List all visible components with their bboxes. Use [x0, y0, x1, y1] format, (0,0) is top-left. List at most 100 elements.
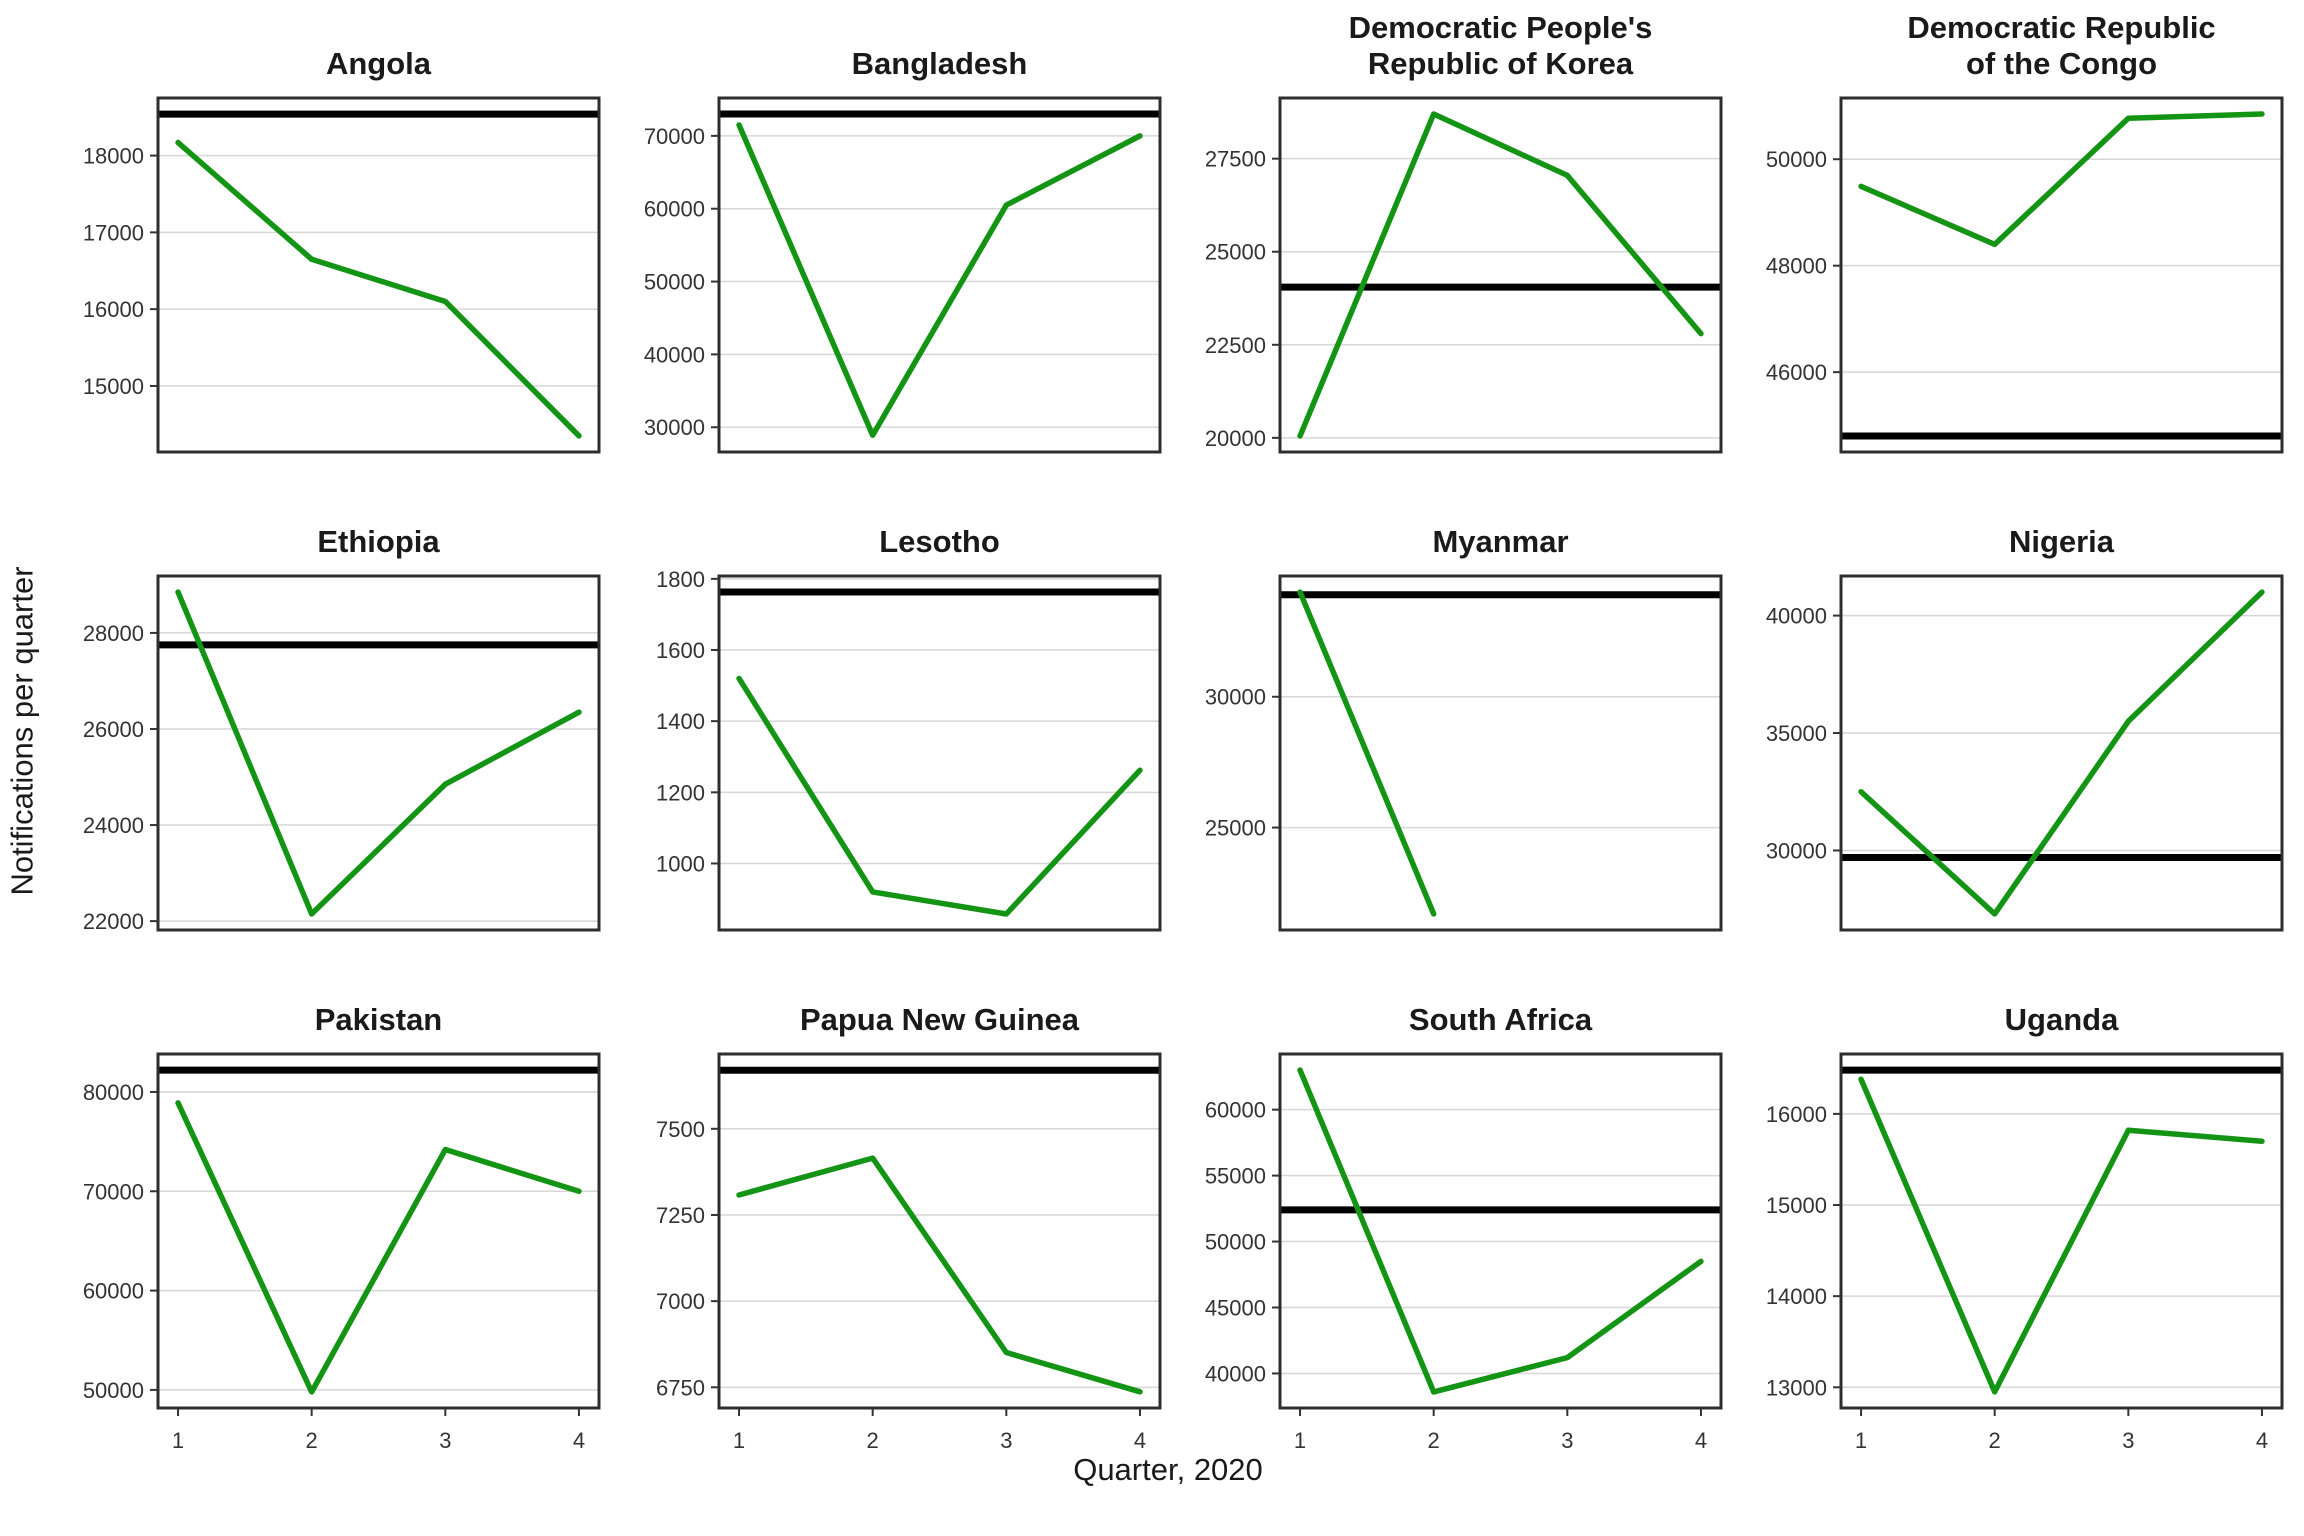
- facet-plot: 30000 40000 50000 60000 70000: [644, 96, 1162, 454]
- y-tick-label: 18000: [83, 144, 144, 169]
- x-tick-label: 1: [1855, 1428, 1867, 1448]
- x-tick-label: 3: [439, 1428, 451, 1448]
- y-tick-label: 24000: [83, 813, 144, 838]
- facet-plot: 13000 14000 15000 16000 1 2 3 4: [1766, 1052, 2284, 1448]
- y-tick-label: 6750: [656, 1375, 705, 1400]
- x-tick-label: 2: [867, 1428, 879, 1448]
- x-tick-label: 2: [1428, 1428, 1440, 1448]
- y-tick-label: 26000: [83, 717, 144, 742]
- facet-title: Angola: [325, 46, 432, 81]
- notifications-line: [175, 589, 582, 917]
- y-tick-label: 7000: [656, 1289, 705, 1314]
- facet-plot: 50000 60000 70000 80000 1 2 3 4: [83, 1052, 601, 1448]
- y-tick-label: 40000: [1766, 604, 1827, 629]
- facet-plot: 40000 45000 50000 55000 60000 1 2 3 4: [1205, 1052, 1723, 1448]
- facet-plot: 46000 48000 50000: [1766, 96, 2284, 454]
- panel-border: [717, 574, 1162, 932]
- notifications-line: [736, 675, 1143, 917]
- facet-panel: Pakistan 50000 60000 70000 80000 1 2 3 4: [46, 970, 607, 1448]
- x-tick-label: 1: [1294, 1428, 1306, 1448]
- facet-title: South Africa: [1408, 1002, 1593, 1037]
- facet-panel: Nigeria 30000 35000 40000: [1729, 492, 2290, 970]
- y-tick-label: 40000: [1205, 1361, 1266, 1386]
- y-tick-label: 50000: [1205, 1230, 1266, 1255]
- x-axis-label: Quarter, 2020: [1073, 1452, 1263, 1487]
- y-tick-label: 1000: [656, 851, 705, 876]
- notifications-line: [1858, 1076, 2265, 1395]
- panel-background: [158, 576, 599, 930]
- panel-border: [156, 1052, 601, 1410]
- x-tick-label: 2: [306, 1428, 318, 1448]
- panel-border: [156, 96, 601, 454]
- y-tick-label: 28000: [83, 621, 144, 646]
- facet-title: Myanmar: [1432, 524, 1569, 559]
- facet-title: Papua New Guinea: [799, 1002, 1080, 1037]
- panel-border: [717, 96, 1162, 454]
- y-tick-label: 46000: [1766, 360, 1827, 385]
- y-axis-label: Notifications per quarter: [5, 566, 41, 896]
- x-tick-label: 2: [1989, 1428, 2001, 1448]
- y-tick-label: 40000: [644, 342, 705, 367]
- y-tick-label: 55000: [1205, 1164, 1266, 1189]
- facet-plot: 30000 35000 40000: [1766, 574, 2284, 932]
- facet-title: Bangladesh: [851, 46, 1028, 81]
- y-tick-label: 7500: [656, 1117, 705, 1142]
- panel-border: [1278, 96, 1723, 454]
- facet-panel: Lesotho 1000 1200 1400 1600 1800: [607, 492, 1168, 970]
- facet-panel: Papua New Guinea 6750 7000 7250 7500 1 2 3 4: [607, 970, 1168, 1448]
- y-tick-label: 60000: [83, 1279, 144, 1304]
- panel-border: [1839, 574, 2284, 932]
- panel-border: [1278, 1052, 1723, 1410]
- notifications-line: [175, 1100, 582, 1395]
- panel-border: [1278, 574, 1723, 932]
- facet-plot: 1000 1200 1400 1600 1800: [656, 570, 1162, 932]
- y-tick-label: 50000: [644, 270, 705, 295]
- x-tick-label: 3: [2122, 1428, 2134, 1448]
- y-tick-label: 15000: [83, 374, 144, 399]
- y-tick-label: 1600: [656, 638, 705, 663]
- facet-title: Nigeria: [2008, 524, 2115, 559]
- facet-panel: Ethiopia 22000 24000 26000 28000: [46, 492, 607, 970]
- x-tick-label: 4: [1695, 1428, 1707, 1448]
- panel-background: [719, 98, 1160, 452]
- y-axis-label-wrap: Notifications per quarter: [0, 14, 46, 1448]
- y-tick-label: 70000: [83, 1179, 144, 1204]
- panel-background: [158, 1054, 599, 1408]
- facet-panel: Angola 15000 16000 17000 18000: [46, 14, 607, 492]
- y-tick-label: 22000: [83, 909, 144, 934]
- y-tick-label: 50000: [83, 1378, 144, 1403]
- y-tick-label: 13000: [1766, 1375, 1827, 1400]
- facet-panel: South Africa 40000 45000 50000 55000 60000 1 2…: [1168, 970, 1729, 1448]
- notifications-line: [1297, 589, 1437, 917]
- panel-border: [717, 1052, 1162, 1410]
- x-tick-label: 3: [1000, 1428, 1012, 1448]
- facet-panel: Myanmar 25000 30000: [1168, 492, 1729, 970]
- panel-border: [1839, 96, 2284, 454]
- facet-plot: 25000 30000: [1205, 574, 1723, 932]
- panel-background: [1280, 98, 1721, 452]
- panel-background: [719, 576, 1160, 930]
- notifications-line: [736, 122, 1143, 438]
- y-tick-label: 7250: [656, 1203, 705, 1228]
- y-tick-label: 30000: [644, 415, 705, 440]
- y-tick-label: 60000: [1205, 1098, 1266, 1123]
- notifications-line: [1297, 1067, 1704, 1395]
- y-tick-label: 1400: [656, 709, 705, 734]
- panel-background: [1280, 576, 1721, 930]
- y-tick-label: 16000: [83, 297, 144, 322]
- y-tick-label: 35000: [1766, 721, 1827, 746]
- y-tick-label: 30000: [1205, 685, 1266, 710]
- panel-background: [1841, 98, 2282, 452]
- x-tick-label: 4: [2256, 1428, 2268, 1448]
- notifications-line: [1858, 111, 2265, 248]
- facets-grid: Angola 15000 16000 17000 18000 Bangladesh 3…: [46, 10, 2290, 1448]
- y-tick-label: 27500: [1205, 147, 1266, 172]
- notifications-line: [1858, 589, 2265, 917]
- facet-title: Ethiopia: [317, 524, 440, 559]
- y-tick-label: 45000: [1205, 1295, 1266, 1320]
- notifications-line: [736, 1155, 1143, 1395]
- x-tick-label: 1: [172, 1428, 184, 1448]
- y-tick-label: 1200: [656, 780, 705, 805]
- facet-title: Uganda: [2004, 1002, 2119, 1037]
